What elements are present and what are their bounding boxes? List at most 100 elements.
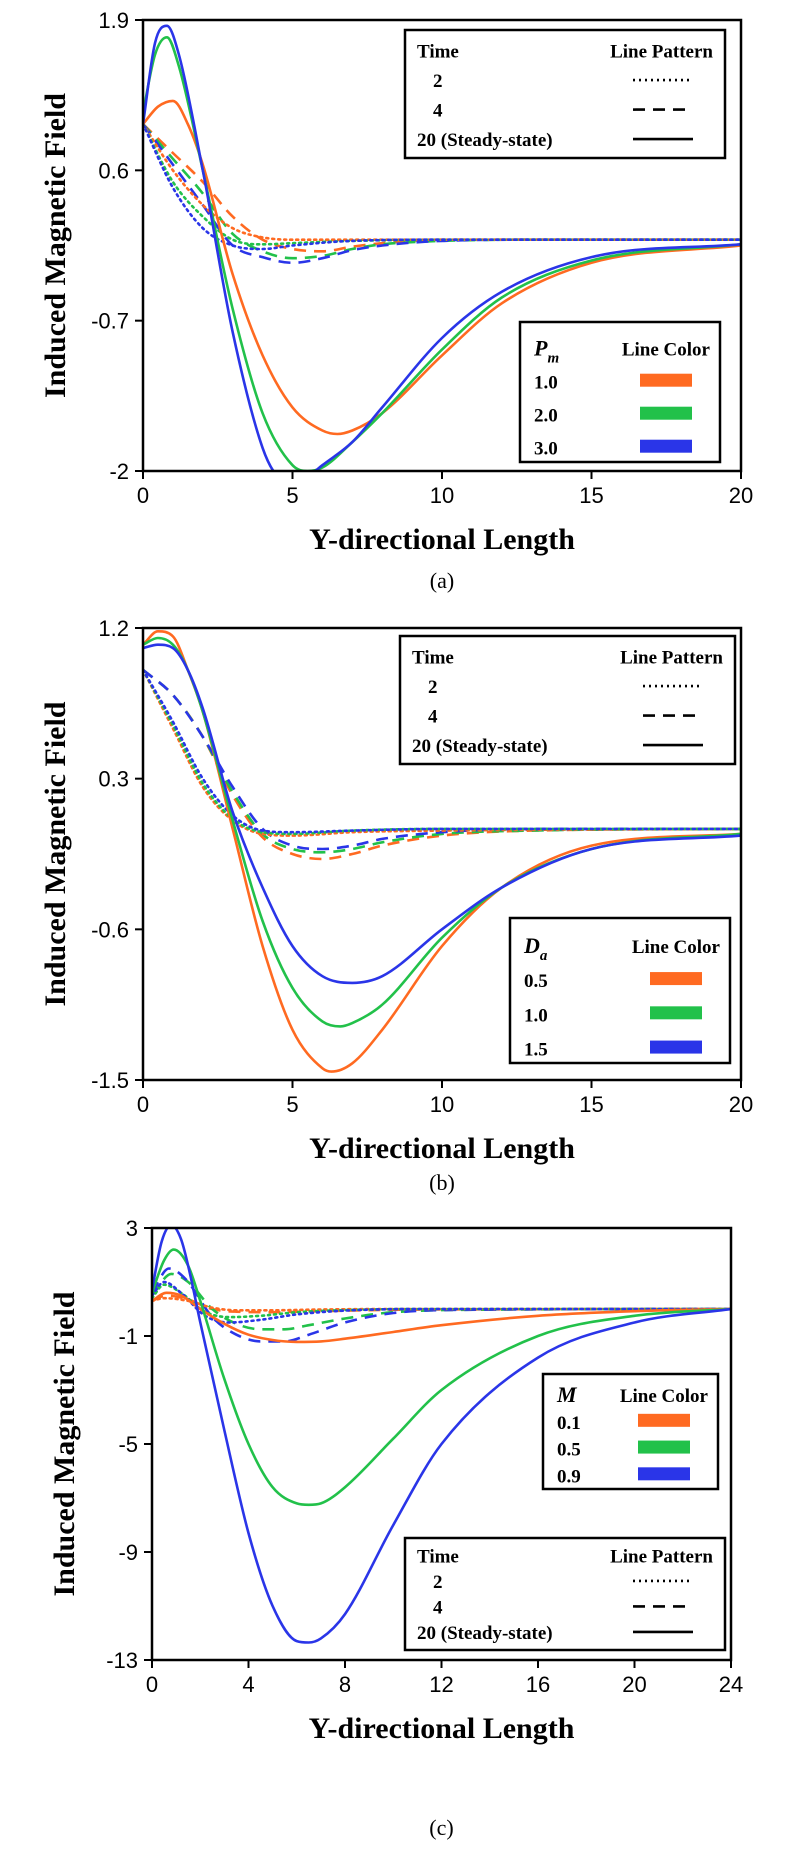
time-legend-header: Time [417,42,459,63]
y-tick-label: 1.9 [98,8,129,33]
line-color-swatch-orange [638,1413,690,1427]
series-line-green-dotted [143,122,741,246]
x-axis-label: Y-directional Length [309,523,575,556]
series-line-blue-dotted [143,122,741,251]
color-legend-label: 1.0 [524,1005,548,1026]
color-legend-label: 1.0 [534,373,558,394]
line-color-swatch-orange [640,373,692,387]
y-tick-label: -5 [118,1432,138,1457]
time-legend-label: 2 [433,1572,443,1593]
line-color-header: Line Color [632,937,721,958]
time-legend-box [403,28,727,160]
y-tick-label: 3 [126,1216,138,1241]
time-legend: Time Line Pattern 2 4 20 (Steady-state) [403,28,727,160]
x-tick-label: 5 [286,483,298,508]
y-tick-label: 0.6 [98,158,129,183]
y-tick-label: -9 [118,1540,138,1565]
color-legend-label: 0.1 [557,1413,581,1434]
x-axis-label: Y-directional Length [309,1712,575,1745]
line-color-swatch-blue [650,1040,702,1054]
x-tick-label: 10 [430,483,454,508]
x-tick-label: 12 [429,1672,453,1697]
color-legend-label: 0.9 [557,1466,581,1487]
x-tick-label: 0 [137,483,149,508]
line-pattern-header: Line Pattern [610,1546,713,1567]
line-color-swatch-green [640,406,692,420]
chart-panel-c: 0 4 8 12 16 20 24-13-9-5-13Y-directional Lengt… [48,1216,743,1840]
panel-caption: (b) [429,1170,455,1195]
line-pattern-header: Line Pattern [610,42,713,63]
parameter-subscript: m [547,351,559,367]
line-color-swatch-green [638,1440,690,1454]
time-legend-label: 4 [433,1597,443,1618]
time-legend-label: 2 [433,71,443,92]
color-legend-label: 0.5 [557,1440,581,1461]
y-tick-label: -0.7 [91,309,129,334]
time-legend-label: 20 (Steady-state) [417,130,553,151]
x-tick-label: 15 [579,483,603,508]
series-line-blue-dashed [143,668,741,851]
color-legend-parameter: M [556,1382,578,1407]
time-legend-header: Time [412,648,454,669]
line-color-header: Line Color [622,340,711,361]
x-tick-label: 24 [719,1672,743,1697]
parameter-subscript: a [540,948,548,964]
color-legend-box [518,320,722,464]
color-legend: M Line Color 0.1 0.5 0.9 [541,1372,720,1491]
time-legend-label: 20 (Steady-state) [412,736,548,757]
time-legend-label: 4 [428,707,438,728]
chart-panel-b: 0 5 10 15 20 -1.5 -0.6 0.3 1.2 Y-directional Leng… [39,616,753,1195]
x-tick-label: 20 [622,1672,646,1697]
color-legend-box [508,916,732,1065]
line-color-swatch-blue [640,439,692,453]
y-tick-label: -1.5 [91,1068,129,1093]
time-legend-label: 2 [428,677,438,698]
y-tick-label: -0.6 [91,917,129,942]
x-tick-label: 5 [286,1092,298,1117]
y-tick-label: 0.3 [98,767,129,792]
x-tick-label: 10 [430,1092,454,1117]
x-tick-label: 20 [729,483,753,508]
x-tick-label: 0 [146,1672,158,1697]
time-legend-label: 20 (Steady-state) [417,1623,553,1644]
panel-caption: (c) [429,1815,453,1840]
time-legend: Time Line Pattern 2 4 20 (Steady-state) [403,1536,727,1652]
x-tick-label: 4 [242,1672,254,1697]
color-legend-label: 1.5 [524,1040,548,1061]
series-line-orange-solid [143,99,741,436]
time-legend: Time Line Pattern 2 4 20 (Steady-state) [398,634,737,766]
series-line-blue-solid [143,24,741,471]
color-legend-label: 0.5 [524,971,548,992]
series-group [152,1228,731,1644]
line-color-swatch-green [650,1006,702,1020]
color-legend-label: 3.0 [534,439,558,460]
line-color-swatch-orange [650,972,702,986]
x-axis-label: Y-directional Length [309,1132,575,1165]
panel-caption: (a) [430,568,454,593]
line-color-header: Line Color [620,1386,709,1407]
line-pattern-header: Line Pattern [620,648,723,669]
x-tick-label: 0 [137,1092,149,1117]
x-tick-label: 8 [339,1672,351,1697]
y-axis-label: Induced Magnetic Field [39,701,72,1006]
time-legend-box [398,634,737,766]
chart-panel-a: 0 5 10 15 20 -2 -0.7 0.6 1.9 Y-directional Length… [39,8,753,593]
series-line-blue-solid [152,1228,731,1644]
x-tick-label: 20 [729,1092,753,1117]
y-tick-label: -13 [106,1648,138,1673]
series-group [143,24,741,471]
time-legend-header: Time [417,1546,459,1567]
line-color-swatch-blue [638,1467,690,1481]
y-axis-label: Induced Magnetic Field [48,1291,81,1596]
y-tick-label: -2 [109,459,129,484]
series-line-blue-solid [143,643,741,985]
x-tick-label: 16 [526,1672,550,1697]
series-line-blue-dotted [143,668,741,834]
series-group [143,629,741,1073]
y-tick-label: -1 [118,1324,138,1349]
series-line-blue-dotted [152,1280,731,1324]
series-line-orange-solid [152,1291,731,1344]
